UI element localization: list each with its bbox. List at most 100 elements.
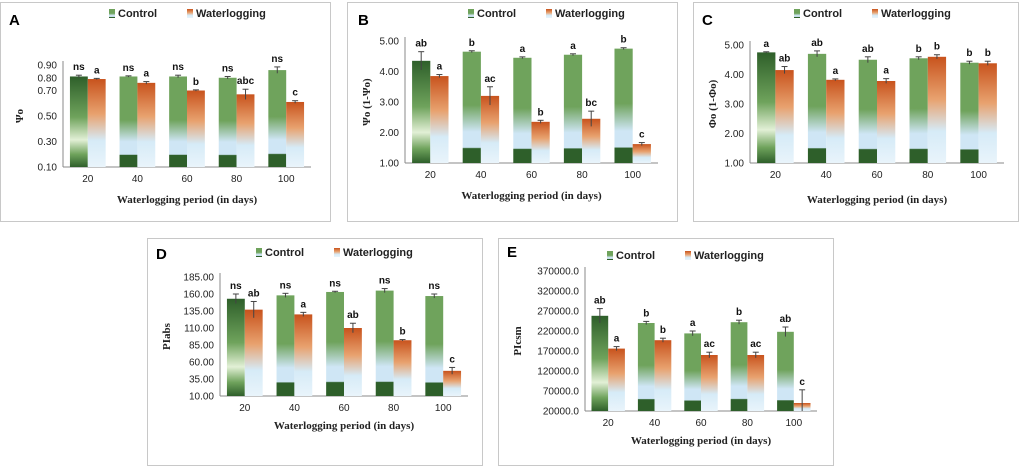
legend-swatch-control	[256, 248, 262, 257]
significance-label: ab	[780, 314, 792, 325]
y-tick-label: 0.30	[38, 137, 58, 148]
bar-control-80	[909, 58, 928, 163]
legend-label-control: Control	[616, 250, 655, 262]
bar-waterlogging-40	[826, 79, 845, 163]
legend-label-waterlogging: Waterlogging	[196, 8, 266, 20]
bar-control-20	[757, 52, 776, 163]
bar-control-40	[462, 51, 481, 163]
bar-control-80	[730, 322, 748, 411]
chart-svg-a: A Control Waterlogging 0.10 0.30 0.50 0.70 0.80…	[9, 8, 311, 206]
chart-panel-b: B Control Waterlogging 1.00 2.00 3.00 4.00 5.00…	[347, 2, 678, 222]
chart-svg-c: C Control Waterlogging 1.00 2.00 3.00 4.00 5.00…	[702, 8, 1004, 206]
bar-control-80	[563, 54, 583, 163]
significance-label: b	[660, 325, 666, 336]
significance-label: ab	[862, 44, 874, 55]
bar-waterlogging-60	[701, 355, 718, 411]
significance-label: ab	[779, 54, 791, 65]
bar-waterlogging-80	[582, 118, 601, 163]
significance-label: a	[883, 66, 889, 77]
bar-waterlogging-40	[294, 314, 313, 396]
legend-swatch-waterlogging	[685, 251, 691, 260]
bar-control-60	[858, 59, 877, 163]
y-tick-label: 10.00	[189, 392, 214, 403]
bar-control-20	[591, 315, 609, 411]
bar-waterlogging-60	[187, 90, 205, 167]
significance-label: b	[966, 48, 972, 59]
y-tick-label: 370000.0	[537, 267, 579, 278]
bar-control-40	[119, 76, 138, 167]
y-tick-label: 0.80	[38, 73, 58, 84]
bar-control-40	[276, 295, 295, 396]
x-tick-label: 40	[475, 170, 487, 181]
bar-control-20	[69, 76, 88, 167]
x-tick-label: 80	[231, 174, 243, 185]
bar-waterlogging-80	[927, 56, 947, 163]
y-tick-label: 1.00	[380, 159, 400, 170]
chart-svg-d: D Control Waterlogging 10.00 35.00 60.00 85.00…	[156, 246, 468, 432]
bar-control-40	[637, 323, 655, 411]
y-tick-label: 220000.0	[537, 327, 579, 338]
x-tick-label: 20	[770, 170, 782, 181]
bar-waterlogging-60	[344, 328, 362, 396]
legend-label-waterlogging: Waterlogging	[694, 250, 764, 262]
legend-label-control: Control	[265, 247, 304, 259]
bar-waterlogging-20	[430, 76, 449, 163]
legend-label-waterlogging: Waterlogging	[555, 8, 625, 20]
significance-label: b	[193, 77, 199, 88]
legend-swatch-waterlogging	[872, 9, 878, 18]
y-tick-label: 3.00	[380, 98, 400, 109]
legend-label-control: Control	[477, 8, 516, 20]
significance-label: a	[833, 66, 839, 77]
bar-waterlogging-20	[244, 309, 263, 396]
bar-control-60	[326, 291, 344, 396]
significance-label: b	[985, 48, 991, 59]
bar-waterlogging-60	[531, 121, 550, 163]
x-tick-label: 80	[922, 170, 934, 181]
x-tick-label: 40	[821, 170, 833, 181]
significance-label: b	[469, 38, 475, 49]
significance-label: ns	[379, 276, 391, 287]
legend-swatch-waterlogging	[187, 9, 193, 18]
y-tick-label: 2.00	[725, 129, 745, 140]
bar-control-20	[412, 60, 431, 164]
significance-label: c	[799, 377, 805, 388]
y-tick-label: 4.00	[725, 70, 745, 81]
y-tick-label: 0.10	[38, 163, 58, 174]
significance-label: ac	[750, 339, 762, 350]
legend-swatch-waterlogging	[334, 248, 340, 257]
significance-label: ns	[172, 62, 184, 73]
y-axis-title: PIabs	[161, 322, 173, 350]
y-tick-label: 135.00	[183, 307, 214, 318]
x-tick-label: 20	[425, 170, 437, 181]
bar-waterlogging-80	[393, 340, 412, 396]
bar-waterlogging-20	[87, 79, 106, 167]
bar-control-40	[807, 53, 827, 163]
x-tick-label: 100	[785, 418, 802, 429]
significance-label: b	[643, 308, 649, 319]
significance-label: a	[520, 44, 526, 55]
significance-label: ns	[222, 63, 234, 74]
y-tick-label: 60.00	[189, 358, 214, 369]
significance-label: b	[934, 42, 940, 53]
y-tick-label: 4.00	[380, 67, 400, 78]
significance-label: ns	[73, 62, 85, 73]
panel-letter: B	[358, 12, 369, 29]
chart-panel-a: A Control Waterlogging 0.10 0.30 0.50 0.70 0.80…	[0, 2, 331, 222]
y-axis-title: PIcsm	[512, 326, 524, 355]
x-axis-title: Waterlogging period (in days)	[631, 435, 772, 447]
chart-panel-e: E Control Waterlogging 20000.0 70000.0 120000…	[498, 238, 834, 466]
significance-label: ns	[230, 281, 242, 292]
chart-panel-c: C Control Waterlogging 1.00 2.00 3.00 4.00 5.00…	[693, 2, 1019, 222]
legend-swatch-control	[794, 9, 800, 18]
significance-label: a	[763, 39, 769, 50]
y-tick-label: 3.00	[725, 100, 745, 111]
x-tick-label: 100	[970, 170, 987, 181]
x-axis-title: Waterlogging period (in days)	[117, 194, 258, 206]
x-tick-label: 100	[278, 174, 295, 185]
significance-label: c	[449, 354, 455, 365]
x-tick-label: 60	[526, 170, 538, 181]
bar-waterlogging-40	[654, 340, 672, 411]
significance-label: ns	[271, 54, 283, 65]
panel-letter: E	[507, 244, 517, 261]
significance-label: a	[301, 299, 307, 310]
